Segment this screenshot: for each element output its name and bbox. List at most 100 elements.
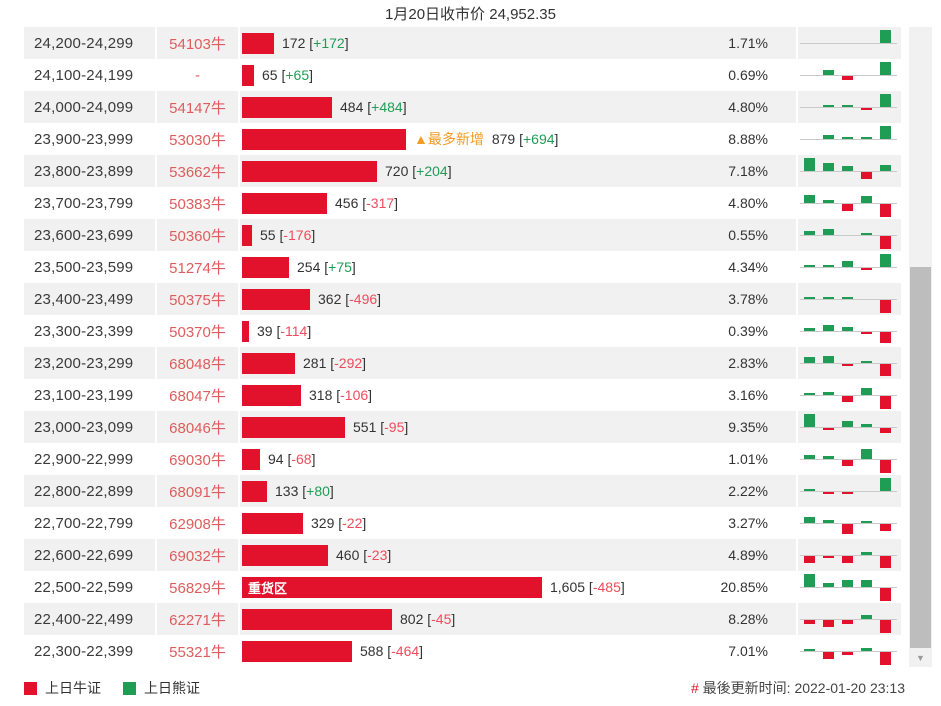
last-update-time: # 最後更新时间: 2022-01-20 23:13 [691,678,905,698]
column-divider [796,27,798,59]
bracket-close: ] [451,611,456,627]
column-divider [238,187,240,219]
spark-bar [842,556,853,563]
warrant-code-link[interactable]: 50383牛 [169,195,226,213]
scrollbar-down-button[interactable]: ▼ [916,652,925,663]
spark-bar [861,361,872,363]
warrant-code-link[interactable]: 69032牛 [169,547,226,565]
column-divider [238,91,240,123]
sparkline-baseline [800,267,897,268]
column-divider [796,59,798,91]
volume-bar-cell: ▲最多新增 879 [+694] [240,123,700,155]
volume-bar [242,160,377,182]
last-update-text: 最後更新时间: 2022-01-20 23:13 [702,680,905,696]
percentage-cell: 8.88% [728,131,768,147]
warrant-code-link[interactable]: 54147牛 [169,99,226,117]
warrant-code-link[interactable]: 53662牛 [169,163,226,181]
price-range-cell: 22,300-22,399 [34,642,134,660]
volume-bar [242,512,303,534]
sparkline-baseline [800,75,897,76]
bracket-close: ] [329,483,334,499]
vertical-scrollbar[interactable]: ▼ [909,27,932,667]
warrant-code-link[interactable]: 54103牛 [169,35,226,53]
table-row: 23,500-23,599 51274牛 254 [+75] 4.34% [24,251,901,283]
volume-bar [242,608,392,630]
warrant-code-link[interactable]: 56829牛 [169,579,226,597]
column-divider [155,507,157,539]
warrant-code-link[interactable]: 69030牛 [169,451,226,469]
spark-bar [804,328,815,331]
warrant-code-link[interactable]: 53030牛 [169,131,226,149]
warrant-code-link[interactable]: 55321牛 [169,643,226,661]
history-sparkline [800,92,897,122]
outstanding-value: 484 [+484] [340,99,407,115]
bracket-open: [ [305,35,314,51]
volume-bar [242,96,332,118]
volume-bar-cell: 329 [-22] [240,507,700,539]
spark-bar [861,552,872,555]
bracket-close: ] [620,579,625,595]
percentage-cell: 0.69% [728,67,768,83]
value-number: 456 [335,195,359,211]
warrant-code-cell: 68048牛 [157,347,238,379]
volume-bar [242,640,352,662]
spark-bar [861,268,872,270]
spark-bar [861,108,872,110]
volume-bar-cell: 318 [-106] [240,379,700,411]
sparkline-cell [798,315,901,347]
warrant-code-link[interactable]: 62908牛 [169,515,226,533]
spark-bar [861,332,872,334]
table-row: 23,300-23,399 50370牛 39 [-114] 0.39% [24,315,901,347]
warrant-code-cell: 53030牛 [157,123,238,155]
scrollbar-thumb[interactable] [910,267,931,648]
warrant-code-link[interactable]: 50360牛 [169,227,226,245]
history-sparkline [800,188,897,218]
spark-bar [880,620,891,633]
sparkline-baseline [800,555,897,556]
spark-bar [823,428,834,430]
spark-bar [842,421,853,427]
warrant-code-cell: 55321牛 [157,635,238,667]
spark-bar [842,492,853,494]
value-number: 484 [340,99,364,115]
sparkline-baseline [800,203,897,204]
spark-bar [804,556,815,563]
column-divider [796,635,798,667]
column-divider [238,411,240,443]
spark-bar [861,137,872,139]
warrant-code-link[interactable]: 68091牛 [169,483,226,501]
sparkline-baseline [800,43,897,44]
warrant-code-link[interactable]: 50370牛 [169,323,226,341]
spark-bar [880,478,891,491]
sparkline-cell [798,155,901,187]
column-divider [238,571,240,603]
volume-bar-cell: 588 [-464] [240,635,700,667]
spark-bar [823,200,834,203]
value-change: -317 [366,195,395,211]
warrant-code-link[interactable]: 62271牛 [169,611,226,629]
price-range-cell: 23,700-23,799 [34,194,134,212]
value-change: -496 [349,291,378,307]
spark-bar [804,455,815,459]
table-row: 23,200-23,299 68048牛 281 [-292] 2.83% [24,347,901,379]
warrant-code-link[interactable]: 68047牛 [169,387,226,405]
warrant-code-link[interactable]: 51274牛 [169,259,226,277]
volume-bar [242,480,267,502]
value-number: 281 [303,355,327,371]
sparkline-baseline [800,171,897,172]
value-change: +80 [306,483,330,499]
column-divider [238,123,240,155]
outstanding-value: 94 [-68] [268,451,315,467]
percentage-cell: 3.16% [728,387,768,403]
volume-bar [242,64,254,86]
history-sparkline [800,348,897,378]
bracket-open: [ [358,195,367,211]
table-row: 22,300-22,399 55321牛 588 [-464] 7.01% [24,635,901,667]
spark-bar [861,580,872,587]
value-number: 329 [311,515,335,531]
warrant-code-link[interactable]: 68046牛 [169,419,226,437]
outstanding-value: 172 [+172] [282,35,349,51]
warrant-code-link[interactable]: 50375牛 [169,291,226,309]
spark-bar [880,94,891,107]
warrant-code-link[interactable]: 68048牛 [169,355,226,373]
